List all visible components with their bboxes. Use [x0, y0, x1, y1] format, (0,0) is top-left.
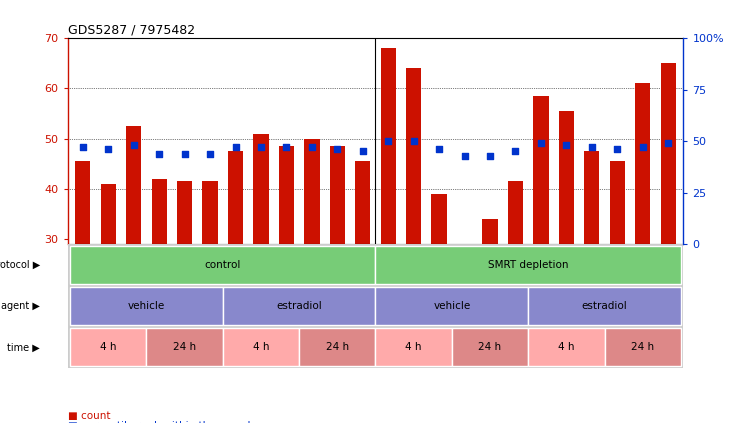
Bar: [279, 146, 294, 390]
Point: [433, 146, 445, 153]
Text: control: control: [204, 260, 241, 270]
Point: [77, 144, 89, 151]
Bar: [299, 328, 376, 366]
Text: 4 h: 4 h: [253, 342, 270, 352]
Bar: [70, 246, 376, 284]
Text: vehicle: vehicle: [433, 301, 470, 311]
Text: vehicle: vehicle: [128, 301, 165, 311]
Bar: [381, 48, 396, 390]
Point: [408, 138, 420, 145]
Point: [662, 140, 674, 147]
Text: ■ percentile rank within the sample: ■ percentile rank within the sample: [68, 420, 256, 423]
Text: 4 h: 4 h: [406, 342, 422, 352]
Point: [204, 150, 216, 157]
Point: [331, 146, 343, 153]
Bar: [355, 161, 370, 390]
Bar: [457, 252, 472, 390]
Bar: [126, 126, 141, 390]
Text: 24 h: 24 h: [478, 342, 502, 352]
Bar: [223, 287, 376, 325]
Text: 24 h: 24 h: [326, 342, 349, 352]
Bar: [253, 134, 269, 390]
Text: GDS5287 / 7975482: GDS5287 / 7975482: [68, 24, 195, 37]
Bar: [146, 328, 223, 366]
Bar: [406, 68, 421, 390]
Point: [306, 144, 318, 151]
Text: 4 h: 4 h: [100, 342, 116, 352]
Point: [280, 144, 292, 151]
Bar: [228, 151, 243, 390]
Text: time ▶: time ▶: [7, 342, 40, 352]
Text: 24 h: 24 h: [173, 342, 196, 352]
Bar: [152, 179, 167, 390]
Point: [509, 148, 521, 155]
Point: [357, 148, 369, 155]
Bar: [559, 111, 574, 390]
Bar: [528, 287, 681, 325]
Point: [484, 152, 496, 159]
Text: 24 h: 24 h: [631, 342, 654, 352]
Bar: [70, 287, 223, 325]
Point: [611, 146, 623, 153]
Text: 4 h: 4 h: [558, 342, 575, 352]
Bar: [75, 161, 90, 390]
Point: [382, 138, 394, 145]
Point: [459, 152, 471, 159]
Text: SMRT depletion: SMRT depletion: [488, 260, 569, 270]
Point: [255, 144, 267, 151]
Bar: [432, 194, 447, 390]
Point: [535, 140, 547, 147]
Point: [102, 146, 114, 153]
Bar: [101, 184, 116, 390]
Bar: [70, 328, 146, 366]
Bar: [452, 328, 528, 366]
Bar: [508, 181, 523, 390]
Point: [560, 142, 572, 149]
Point: [230, 144, 242, 151]
Bar: [304, 139, 319, 390]
Bar: [223, 328, 299, 366]
Text: estradiol: estradiol: [276, 301, 322, 311]
Text: estradiol: estradiol: [581, 301, 627, 311]
Point: [128, 142, 140, 149]
Bar: [610, 161, 625, 390]
Bar: [482, 219, 498, 390]
Bar: [376, 287, 528, 325]
Bar: [584, 151, 599, 390]
Text: agent ▶: agent ▶: [1, 301, 40, 311]
Bar: [528, 328, 605, 366]
Point: [637, 144, 649, 151]
Bar: [177, 181, 192, 390]
Point: [153, 150, 165, 157]
Text: ■ count: ■ count: [68, 411, 110, 421]
Bar: [376, 328, 452, 366]
Point: [586, 144, 598, 151]
Bar: [376, 246, 681, 284]
Point: [179, 150, 191, 157]
Bar: [661, 63, 676, 390]
Bar: [533, 96, 548, 390]
Text: protocol ▶: protocol ▶: [0, 260, 40, 270]
Bar: [635, 83, 650, 390]
Bar: [203, 181, 218, 390]
Bar: [605, 328, 681, 366]
Bar: [330, 146, 345, 390]
